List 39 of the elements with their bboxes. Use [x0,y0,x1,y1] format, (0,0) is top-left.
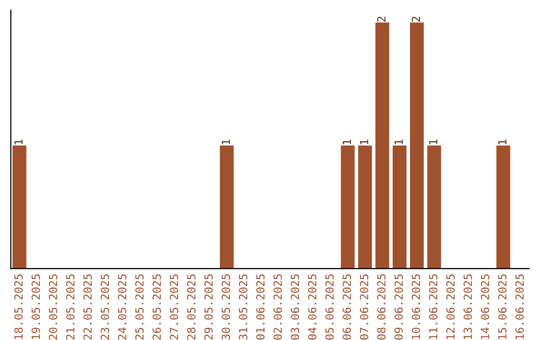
x-tick-label: 16.06.2025 [515,274,524,340]
data-label: 2 [412,16,420,22]
x-tick-label: 26.05.2025 [152,274,161,340]
x-tick-label: 24.05.2025 [118,274,126,340]
x-tick-label: 27.05.2025 [170,274,178,340]
x-tick-label: 01.06.2025 [256,274,265,340]
x-tick-label: 19.05.2025 [32,274,40,340]
x-tick-label: 18.05.2025 [14,274,23,340]
data-label: 1 [394,140,403,144]
x-tick-label: 29.05.2025 [204,274,213,340]
x-tick-label: 31.05.2025 [238,274,248,340]
data-label: 1 [429,140,438,144]
x-tick-label: 09.06.2025 [394,274,403,340]
x-tick-label: 13.06.2025 [464,274,472,340]
x-tick-label: 15.06.2025 [498,274,507,340]
data-label: 1 [360,140,368,144]
x-tick-label: 28.05.2025 [187,274,196,340]
data-label: 1 [14,140,23,144]
x-tick-label: 06.06.2025 [342,274,352,340]
x-tick-label: 22.05.2025 [83,274,92,340]
data-label: 1 [498,140,506,144]
x-tick-label: 02.06.2025 [273,274,282,340]
x-tick-label: 11.06.2025 [429,274,438,340]
x-tick-label: 08.06.2025 [377,274,386,340]
x-tick-label: 14.06.2025 [480,274,490,340]
x-tick-label: 04.06.2025 [308,274,316,340]
x-tick-label: 20.05.2025 [48,274,58,340]
x-tick-label: 05.06.2025 [325,274,334,340]
x-tick-label: 03.06.2025 [290,274,300,340]
x-tick-label: 12.06.2025 [446,274,455,340]
data-label: 1 [222,140,230,144]
x-tick-label: 10.06.2025 [412,274,420,340]
data-label: 2 [377,16,386,22]
data-label: 1 [342,140,351,144]
x-tick-label: 25.05.2025 [135,274,144,340]
x-tick-label: 30.05.2025 [222,274,230,340]
x-tick-label: 23.05.2025 [100,274,110,340]
x-tick-label: 07.06.2025 [360,274,368,340]
x-tick-label: 21.05.2025 [66,274,75,340]
